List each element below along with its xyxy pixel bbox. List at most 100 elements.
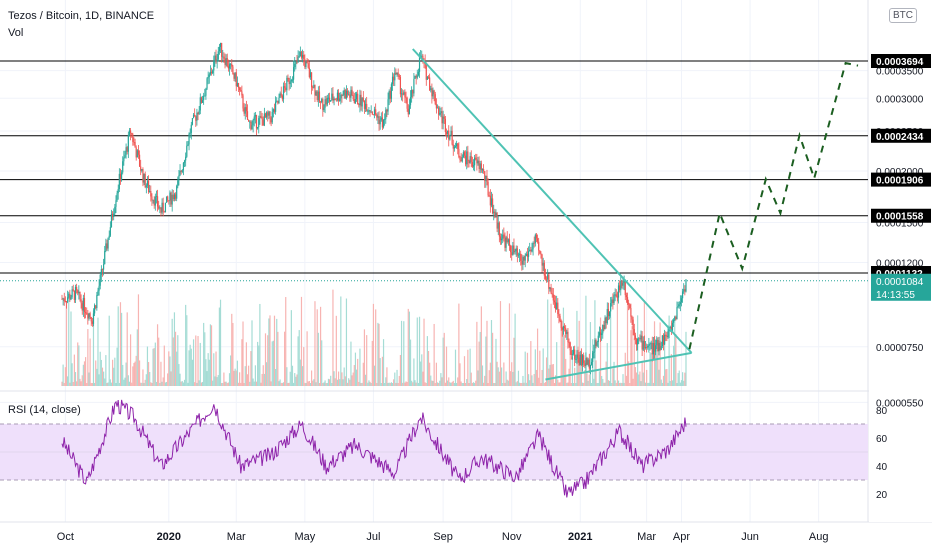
candle-body	[566, 331, 568, 335]
volume-bar	[524, 351, 526, 386]
volume-bar	[584, 370, 586, 386]
candle-body	[231, 63, 233, 67]
volume-bar	[478, 341, 480, 386]
candle-body	[362, 97, 364, 102]
candle-body	[102, 264, 105, 270]
candle-body	[201, 100, 204, 103]
candle-body	[244, 107, 246, 114]
volume-bar	[263, 373, 265, 386]
candle-body	[608, 311, 611, 317]
candle-body	[557, 302, 559, 315]
candle-body	[639, 338, 641, 340]
volume-bar	[572, 382, 575, 386]
candle-body	[603, 324, 605, 330]
volume-bar	[651, 361, 653, 386]
candle-body	[540, 253, 542, 255]
volume-bar	[269, 315, 271, 386]
volume-bar	[533, 373, 535, 386]
candle-body	[447, 130, 449, 134]
volume-bar	[532, 382, 534, 386]
candle-body	[198, 110, 200, 115]
currency-badge[interactable]: BTC	[889, 8, 917, 23]
candle-body	[186, 145, 188, 157]
candle-body	[516, 248, 518, 256]
volume-bar	[80, 381, 82, 386]
volume-bar	[559, 382, 561, 386]
volume-bar	[189, 344, 191, 386]
volume-bar	[421, 354, 423, 386]
candle-body	[81, 303, 83, 311]
candle-body	[328, 97, 331, 102]
volume-bar	[554, 375, 557, 386]
candle-body	[152, 199, 154, 201]
volume-bar	[415, 382, 417, 386]
candle-body	[267, 112, 269, 116]
volume-bar	[354, 352, 357, 386]
candle-body	[370, 111, 372, 113]
candle-body	[203, 95, 205, 101]
volume-bar	[96, 368, 98, 386]
volume-bar	[303, 347, 305, 386]
rsi-line	[61, 399, 687, 498]
volume-bar	[94, 382, 96, 386]
volume-bar	[469, 348, 471, 386]
volume-bar	[486, 320, 488, 386]
volume-bar	[512, 371, 514, 386]
volume-bar	[313, 379, 315, 386]
candle-body	[61, 298, 63, 300]
candle-body	[385, 109, 387, 120]
candle-body	[594, 340, 596, 352]
candle-body	[333, 98, 335, 101]
candle-body	[90, 316, 92, 322]
candle-body	[552, 294, 554, 301]
volume-bar	[197, 336, 199, 386]
volume-bar	[396, 369, 398, 386]
candle-body	[388, 91, 390, 100]
volume-bar	[612, 368, 614, 386]
volume-bar	[361, 382, 363, 386]
volume-bar	[388, 382, 390, 386]
candle-body	[487, 181, 489, 196]
candle-body	[73, 290, 75, 300]
volume-bar	[488, 370, 490, 386]
level-price-label: 0.0001558	[876, 212, 924, 223]
volume-bar	[107, 382, 109, 386]
candle-body	[234, 72, 236, 79]
candle-body	[164, 202, 167, 213]
candle-body	[525, 253, 527, 256]
volume-bar	[682, 372, 684, 386]
volume-bar	[387, 382, 389, 386]
volume-bar	[454, 349, 457, 386]
candle-body	[453, 146, 455, 149]
candle-body	[149, 191, 151, 192]
volume-bar	[73, 354, 75, 386]
volume-bar	[253, 381, 255, 386]
candle-body	[227, 66, 229, 69]
volume-bar	[451, 381, 453, 386]
candle-body	[64, 301, 66, 302]
candle-body	[623, 280, 625, 284]
volume-bar	[151, 382, 153, 386]
candle-body	[296, 61, 298, 63]
volume-bar	[589, 322, 592, 386]
support-trendline	[545, 351, 692, 381]
volume-bar	[617, 380, 620, 386]
volume-bar	[472, 382, 475, 386]
volume-bar	[233, 370, 235, 386]
volume-bar	[379, 358, 381, 386]
volume-bar	[244, 366, 246, 386]
candle-body	[62, 298, 64, 300]
candle-body	[534, 234, 536, 244]
volume-bar	[420, 361, 422, 386]
volume-bar	[250, 351, 252, 386]
volume-bar	[489, 362, 491, 386]
candle-body	[276, 100, 278, 102]
candle-body	[249, 121, 251, 123]
candle-body	[153, 199, 155, 206]
candle-body	[172, 194, 174, 200]
volume-bar	[215, 351, 217, 386]
volume-bar	[276, 318, 278, 386]
volume-bar	[223, 372, 225, 386]
candle-body	[144, 173, 146, 188]
candle-body	[426, 76, 428, 80]
